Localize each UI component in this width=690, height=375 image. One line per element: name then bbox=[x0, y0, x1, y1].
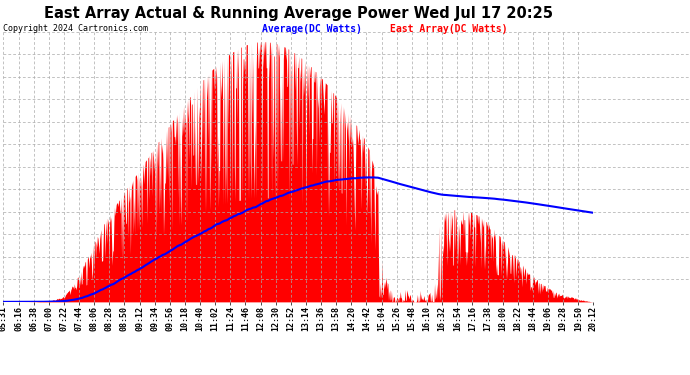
Text: Copyright 2024 Cartronics.com: Copyright 2024 Cartronics.com bbox=[3, 24, 148, 33]
Text: East Array Actual & Running Average Power Wed Jul 17 20:25: East Array Actual & Running Average Powe… bbox=[44, 6, 553, 21]
Text: Average(DC Watts): Average(DC Watts) bbox=[262, 24, 362, 34]
Text: East Array(DC Watts): East Array(DC Watts) bbox=[390, 24, 507, 34]
